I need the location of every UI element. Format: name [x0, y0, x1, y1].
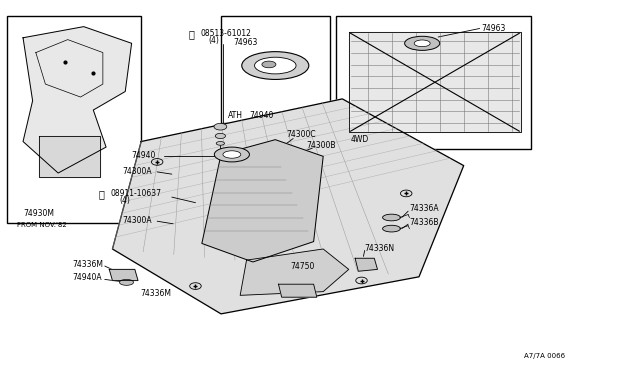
Text: 74336M: 74336M [140, 289, 171, 298]
Text: FROM NOV.'82: FROM NOV.'82 [17, 222, 67, 228]
Polygon shape [355, 258, 378, 271]
Ellipse shape [404, 36, 440, 50]
Text: 74336A: 74336A [410, 205, 439, 214]
Text: 74336N: 74336N [365, 244, 395, 253]
Text: A7/7A 0066: A7/7A 0066 [524, 353, 566, 359]
Ellipse shape [223, 151, 241, 158]
Text: 4WD: 4WD [351, 135, 369, 144]
Ellipse shape [383, 225, 401, 232]
Ellipse shape [120, 279, 134, 285]
Text: 74963: 74963 [234, 38, 258, 47]
Ellipse shape [216, 141, 225, 145]
Ellipse shape [262, 61, 276, 68]
Text: 74750: 74750 [290, 262, 314, 271]
Polygon shape [113, 99, 464, 314]
Polygon shape [278, 284, 317, 297]
Polygon shape [7, 16, 141, 223]
Text: 74930M: 74930M [23, 209, 54, 218]
Text: 74300B: 74300B [306, 141, 335, 150]
Text: 08911-10637: 08911-10637 [111, 189, 161, 198]
Text: ATH: ATH [228, 111, 243, 120]
Text: (4): (4) [208, 36, 219, 45]
Polygon shape [23, 27, 132, 173]
Ellipse shape [255, 57, 296, 74]
Ellipse shape [214, 124, 227, 130]
Text: 08513-61012: 08513-61012 [200, 29, 252, 38]
Text: 74336B: 74336B [410, 218, 439, 227]
Text: Ⓝ: Ⓝ [99, 189, 104, 199]
Polygon shape [109, 269, 138, 280]
Text: (4): (4) [120, 196, 131, 205]
Text: 74300C: 74300C [287, 130, 316, 140]
Text: 74300A: 74300A [122, 216, 152, 225]
Text: 74940: 74940 [132, 151, 156, 160]
Text: 74336M: 74336M [72, 260, 103, 269]
Ellipse shape [242, 52, 309, 80]
Polygon shape [240, 249, 349, 295]
Polygon shape [202, 140, 323, 262]
Text: 74300A: 74300A [122, 167, 152, 176]
Ellipse shape [414, 40, 430, 46]
Text: 74940A: 74940A [72, 273, 102, 282]
Ellipse shape [214, 147, 250, 162]
Text: Ⓢ: Ⓢ [188, 29, 194, 39]
Polygon shape [39, 136, 100, 177]
Ellipse shape [215, 134, 225, 138]
Ellipse shape [383, 214, 401, 221]
Polygon shape [221, 16, 330, 123]
Polygon shape [336, 16, 531, 149]
Text: 74963: 74963 [481, 24, 506, 33]
Text: 74940: 74940 [250, 111, 274, 120]
Polygon shape [349, 32, 521, 132]
